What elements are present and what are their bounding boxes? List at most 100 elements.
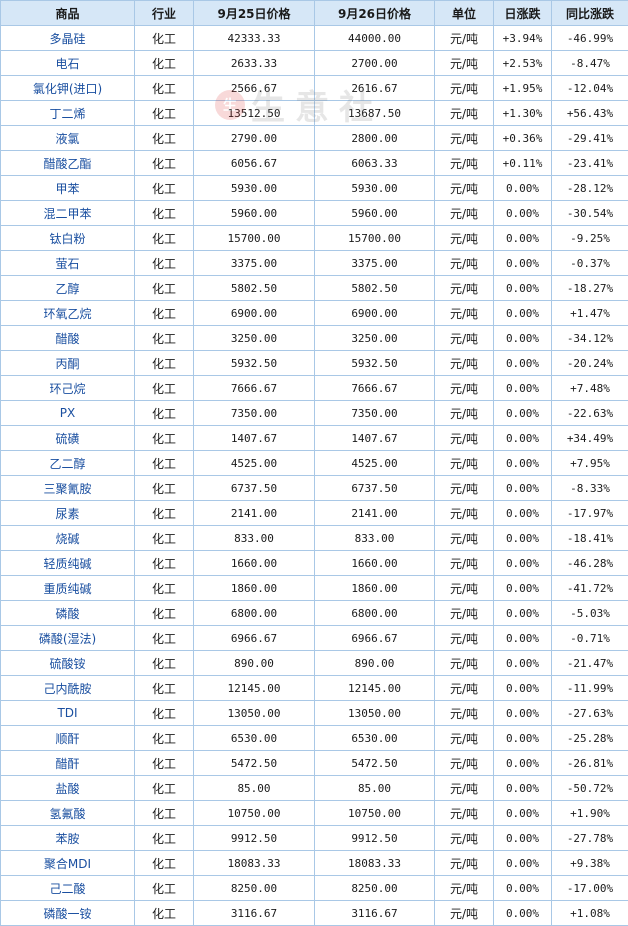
price-sep26-cell: 5472.50 [314,750,435,776]
table-row: 重质纯碱 化工 1860.00 1860.00 元/吨 0.00% -41.72% [0,575,628,601]
unit-cell: 元/吨 [434,375,494,401]
daily-change-cell: 0.00% [493,625,552,651]
price-sep26-cell: 12145.00 [314,675,435,701]
price-sep26-cell: 7350.00 [314,400,435,426]
yoy-change-cell: -41.72% [551,575,628,601]
commodity-cell[interactable]: 丁二烯 [0,100,135,126]
commodity-cell[interactable]: 聚合MDI [0,850,135,876]
industry-cell: 化工 [134,100,194,126]
yoy-change-cell: -11.99% [551,675,628,701]
daily-change-cell: 0.00% [493,475,552,501]
daily-change-cell: 0.00% [493,725,552,751]
table-row: 甲苯 化工 5930.00 5930.00 元/吨 0.00% -28.12% [0,175,628,201]
commodity-cell[interactable]: 丙酮 [0,350,135,376]
table-header: 商品 行业 9月25日价格 9月26日价格 单位 日涨跌 同比涨跌 [0,0,628,26]
industry-cell: 化工 [134,150,194,176]
commodity-cell[interactable]: 多晶硅 [0,25,135,51]
price-sep26-cell: 13050.00 [314,700,435,726]
table-row: 钛白粉 化工 15700.00 15700.00 元/吨 0.00% -9.25% [0,225,628,251]
commodity-cell[interactable]: 环氧乙烷 [0,300,135,326]
unit-cell: 元/吨 [434,125,494,151]
commodity-cell[interactable]: 顺酐 [0,725,135,751]
yoy-change-cell: -9.25% [551,225,628,251]
price-sep26-cell: 1660.00 [314,550,435,576]
industry-cell: 化工 [134,650,194,676]
industry-cell: 化工 [134,25,194,51]
commodity-cell[interactable]: 硫磺 [0,425,135,451]
commodity-cell[interactable]: 重质纯碱 [0,575,135,601]
unit-cell: 元/吨 [434,150,494,176]
price-sep25-cell: 2633.33 [193,50,315,76]
commodity-cell[interactable]: 乙二醇 [0,450,135,476]
yoy-change-cell: -8.47% [551,50,628,76]
daily-change-cell: 0.00% [493,200,552,226]
unit-cell: 元/吨 [434,100,494,126]
daily-change-cell: 0.00% [493,850,552,876]
commodity-cell[interactable]: 氢氟酸 [0,800,135,826]
commodity-cell[interactable]: 烧碱 [0,525,135,551]
daily-change-cell: 0.00% [493,650,552,676]
price-sep26-cell: 5802.50 [314,275,435,301]
daily-change-cell: 0.00% [493,900,552,926]
table-row: 顺酐 化工 6530.00 6530.00 元/吨 0.00% -25.28% [0,725,628,751]
commodity-cell[interactable]: 磷酸(湿法) [0,625,135,651]
industry-cell: 化工 [134,250,194,276]
header-commodity: 商品 [0,0,135,26]
commodity-cell[interactable]: 磷酸 [0,600,135,626]
daily-change-cell: 0.00% [493,300,552,326]
table-row: 聚合MDI 化工 18083.33 18083.33 元/吨 0.00% +9.38% [0,850,628,876]
yoy-change-cell: -18.41% [551,525,628,551]
header-yoy-change: 同比涨跌 [551,0,628,26]
commodity-cell[interactable]: 己二酸 [0,875,135,901]
commodity-cell[interactable]: 萤石 [0,250,135,276]
commodity-cell[interactable]: 醋酸 [0,325,135,351]
commodity-cell[interactable]: 电石 [0,50,135,76]
commodity-cell[interactable]: 液氯 [0,125,135,151]
price-sep25-cell: 3116.67 [193,900,315,926]
unit-cell: 元/吨 [434,25,494,51]
commodity-cell[interactable]: 尿素 [0,500,135,526]
commodity-cell[interactable]: 环己烷 [0,375,135,401]
yoy-change-cell: -18.27% [551,275,628,301]
commodity-cell[interactable]: 醋酸乙酯 [0,150,135,176]
industry-cell: 化工 [134,700,194,726]
commodity-cell[interactable]: TDI [0,700,135,726]
commodity-cell[interactable]: 钛白粉 [0,225,135,251]
price-sep25-cell: 15700.00 [193,225,315,251]
commodity-cell[interactable]: 苯胺 [0,825,135,851]
daily-change-cell: 0.00% [493,350,552,376]
table-row: 己二酸 化工 8250.00 8250.00 元/吨 0.00% -17.00% [0,875,628,901]
price-sep26-cell: 3375.00 [314,250,435,276]
industry-cell: 化工 [134,875,194,901]
price-sep25-cell: 890.00 [193,650,315,676]
commodity-cell[interactable]: 盐酸 [0,775,135,801]
unit-cell: 元/吨 [434,525,494,551]
price-sep25-cell: 5960.00 [193,200,315,226]
price-sep25-cell: 4525.00 [193,450,315,476]
table-row: 硫酸铵 化工 890.00 890.00 元/吨 0.00% -21.47% [0,650,628,676]
commodity-cell[interactable]: 醋酐 [0,750,135,776]
industry-cell: 化工 [134,500,194,526]
yoy-change-cell: +9.38% [551,850,628,876]
yoy-change-cell: +7.48% [551,375,628,401]
price-sep26-cell: 44000.00 [314,25,435,51]
commodity-cell[interactable]: 己内酰胺 [0,675,135,701]
commodity-cell[interactable]: 硫酸铵 [0,650,135,676]
unit-cell: 元/吨 [434,825,494,851]
table-row: 磷酸 化工 6800.00 6800.00 元/吨 0.00% -5.03% [0,600,628,626]
price-sep26-cell: 18083.33 [314,850,435,876]
daily-change-cell: 0.00% [493,400,552,426]
commodity-cell[interactable]: 甲苯 [0,175,135,201]
commodity-cell[interactable]: 轻质纯碱 [0,550,135,576]
commodity-cell[interactable]: PX [0,400,135,426]
unit-cell: 元/吨 [434,775,494,801]
price-sep25-cell: 2141.00 [193,500,315,526]
industry-cell: 化工 [134,625,194,651]
commodity-cell[interactable]: 磷酸一铵 [0,900,135,926]
commodity-cell[interactable]: 氯化钾(进口) [0,75,135,101]
commodity-cell[interactable]: 三聚氰胺 [0,475,135,501]
commodity-cell[interactable]: 乙醇 [0,275,135,301]
commodity-cell[interactable]: 混二甲苯 [0,200,135,226]
price-sep25-cell: 6800.00 [193,600,315,626]
unit-cell: 元/吨 [434,175,494,201]
